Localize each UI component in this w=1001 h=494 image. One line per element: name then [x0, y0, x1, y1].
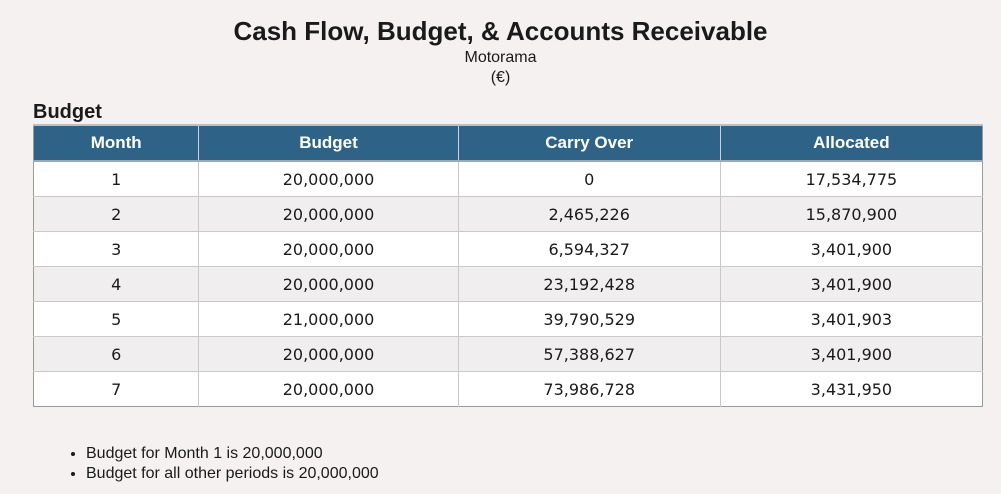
cell-allocated: 3,431,950: [719, 371, 983, 407]
note-item: Budget for Month 1 is 20,000,000: [86, 444, 379, 464]
cell-allocated: 3,401,903: [719, 301, 983, 337]
budget-table: Month Budget Carry Over Allocated 1 20,0…: [33, 124, 983, 407]
cell-month: 3: [33, 231, 199, 267]
cell-budget: 20,000,000: [198, 336, 459, 372]
table-row: 7 20,000,000 73,986,728 3,431,950: [33, 371, 983, 407]
cell-month: 5: [33, 301, 199, 337]
cell-allocated: 3,401,900: [719, 231, 983, 267]
cell-budget: 20,000,000: [198, 231, 459, 267]
cell-budget: 20,000,000: [198, 196, 459, 232]
column-header-allocated: Allocated: [719, 124, 983, 162]
table-row: 2 20,000,000 2,465,226 15,870,900: [33, 196, 983, 232]
cell-allocated: 15,870,900: [719, 196, 983, 232]
cell-allocated: 3,401,900: [719, 336, 983, 372]
cell-budget: 21,000,000: [198, 301, 459, 337]
column-header-carry-over: Carry Over: [457, 124, 721, 162]
cell-allocated: 3,401,900: [719, 266, 983, 302]
page-title: Cash Flow, Budget, & Accounts Receivable: [233, 16, 768, 46]
note-item: Budget for all other periods is 20,000,0…: [86, 464, 379, 484]
cell-carry-over: 39,790,529: [457, 301, 721, 337]
report-header: Cash Flow, Budget, & Accounts Receivable…: [0, 14, 1001, 88]
cell-carry-over: 23,192,428: [457, 266, 721, 302]
cell-carry-over: 6,594,327: [457, 231, 721, 267]
cell-month: 4: [33, 266, 199, 302]
table-header-row: Month Budget Carry Over Allocated: [33, 124, 983, 162]
cell-budget: 20,000,000: [198, 160, 459, 197]
budget-notes: Budget for Month 1 is 20,000,000 Budget …: [48, 444, 379, 484]
cell-carry-over: 57,388,627: [457, 336, 721, 372]
table-row: 1 20,000,000 0 17,534,775: [33, 160, 983, 197]
budget-section-title: Budget: [33, 101, 102, 123]
cell-allocated: 17,534,775: [719, 160, 983, 197]
company-name: Motorama: [464, 49, 537, 66]
cell-budget: 20,000,000: [198, 266, 459, 302]
cell-month: 6: [33, 336, 199, 372]
cell-month: 1: [33, 160, 199, 197]
column-header-month: Month: [33, 124, 199, 162]
table-row: 4 20,000,000 23,192,428 3,401,900: [33, 266, 983, 302]
column-header-budget: Budget: [198, 124, 459, 162]
table-row: 5 21,000,000 39,790,529 3,401,903: [33, 301, 983, 337]
table-row: 6 20,000,000 57,388,627 3,401,900: [33, 336, 983, 372]
cell-carry-over: 0: [457, 160, 721, 197]
cell-carry-over: 73,986,728: [457, 371, 721, 407]
table-row: 3 20,000,000 6,594,327 3,401,900: [33, 231, 983, 267]
cell-budget: 20,000,000: [198, 371, 459, 407]
currency-label: (€): [490, 69, 511, 86]
cell-carry-over: 2,465,226: [457, 196, 721, 232]
cell-month: 7: [33, 371, 199, 407]
cell-month: 2: [33, 196, 199, 232]
